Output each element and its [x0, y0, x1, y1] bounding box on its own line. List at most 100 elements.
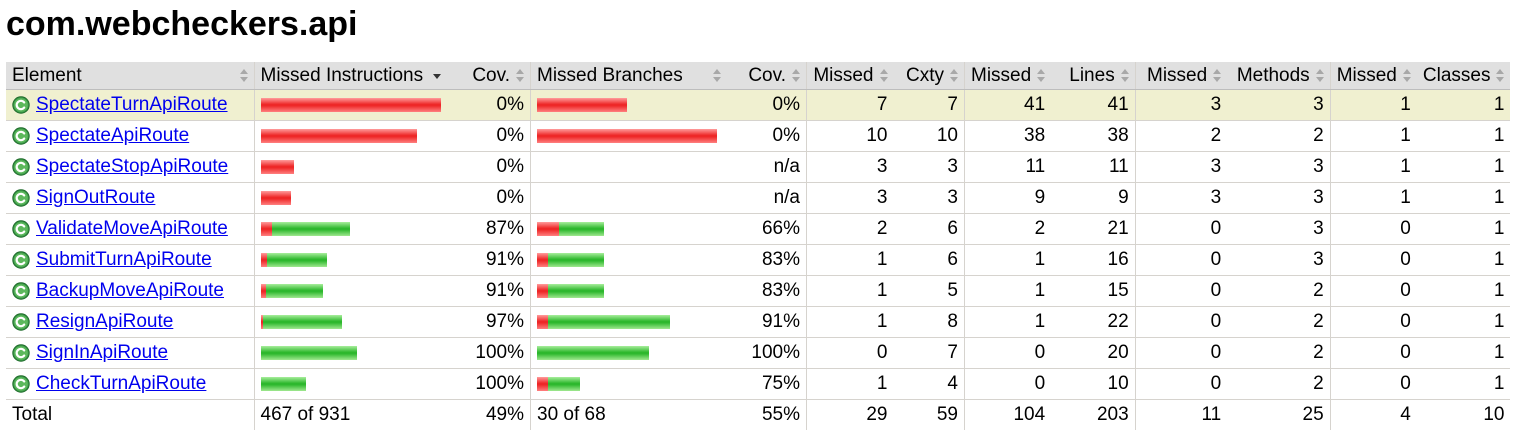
missed-branches-bar-cell: [530, 120, 727, 152]
sort-icon: [879, 69, 889, 83]
branches-coverage-bar: [537, 253, 721, 267]
header-missed-branches[interactable]: Missed Branches: [530, 62, 727, 90]
header-cxty-missed[interactable]: Missed: [806, 62, 894, 90]
class-icon: [12, 158, 30, 176]
sort-icon: [1496, 69, 1505, 83]
missed-instructions-bar-cell: [253, 368, 447, 400]
methods: 2: [1227, 306, 1331, 338]
header-methods-missed[interactable]: Missed: [1134, 62, 1228, 90]
header-missed-instructions[interactable]: Missed Instructions: [253, 62, 447, 90]
sort-descending-icon: [432, 69, 442, 83]
covered-bar-segment: [260, 346, 357, 360]
methods: 3: [1227, 151, 1331, 183]
missed-instructions-bar-cell: [253, 213, 447, 245]
covered-bar-segment: [271, 222, 350, 236]
total-classes-missed: 4: [1329, 399, 1417, 430]
covered-bar-segment: [266, 253, 327, 267]
element-cell: SignOutRoute: [6, 182, 254, 214]
instructions-coverage: 87%: [446, 213, 531, 245]
table-row: SpectateStopApiRoute 0% n/a 3 3 11 11 3 3 1 1: [6, 151, 1511, 183]
methods-missed: 0: [1134, 337, 1228, 369]
total-classes: 10: [1483, 404, 1505, 425]
missed-branches-bar-cell: [530, 306, 727, 338]
header-row: Element Missed Instructions Cov. Missed Bra…: [6, 62, 1511, 90]
element-link[interactable]: SubmitTurnApiRoute: [36, 249, 212, 270]
missed-branches-bar-cell: [530, 151, 727, 183]
instructions-coverage: 100%: [446, 337, 531, 369]
classes-missed: 1: [1329, 182, 1417, 214]
total-label: Total: [12, 404, 53, 425]
covered-bar-segment: [260, 377, 306, 391]
methods-missed: 3: [1134, 182, 1228, 214]
header-element[interactable]: Element: [6, 62, 254, 90]
instructions-coverage-bar: [260, 98, 441, 112]
instructions-coverage: 0%: [446, 151, 531, 183]
covered-bar-segment: [559, 222, 604, 236]
class-icon: [12, 251, 30, 269]
header-label: Lines: [1069, 64, 1115, 86]
lines-missed: 2: [964, 213, 1052, 245]
element-link[interactable]: BackupMoveApiRoute: [36, 280, 224, 301]
classes-missed: 1: [1329, 120, 1417, 152]
element-link[interactable]: SpectateTurnApiRoute: [36, 94, 228, 115]
element-name: SignOutRoute: [12, 187, 248, 209]
element-link[interactable]: SpectateStopApiRoute: [36, 156, 229, 177]
covered-bar-segment: [548, 253, 604, 267]
element-cell: SpectateApiRoute: [6, 120, 254, 152]
header-label: Missed Instructions: [260, 64, 424, 86]
instructions-coverage: 100%: [446, 368, 531, 400]
branches-coverage-bar: [537, 191, 721, 205]
methods-missed: 0: [1134, 368, 1228, 400]
branches-coverage-bar: [537, 346, 721, 360]
methods: 2: [1227, 337, 1331, 369]
element-link[interactable]: SignOutRoute: [36, 187, 156, 208]
methods-missed: 3: [1134, 89, 1228, 121]
header-lines-missed[interactable]: Missed: [964, 62, 1052, 90]
element-link[interactable]: ResignApiRoute: [36, 311, 174, 332]
cxty: 10: [893, 120, 965, 152]
missed-instructions-bar-cell: [253, 244, 447, 276]
missed-bar-segment: [537, 377, 548, 391]
methods-missed: 0: [1134, 275, 1228, 307]
sort-icon: [1120, 69, 1130, 83]
class-icon: [12, 220, 30, 238]
classes-missed: 0: [1329, 368, 1417, 400]
table-row: SubmitTurnApiRoute 91% 83% 1 6 1 16 0 3 0 1: [6, 244, 1511, 276]
instructions-coverage: 91%: [446, 275, 531, 307]
element-link[interactable]: SignInApiRoute: [36, 342, 169, 363]
element-link[interactable]: ValidateMoveApiRoute: [36, 218, 228, 239]
missed-bar-segment: [260, 160, 294, 174]
total-branches: 30 of 68: [530, 399, 727, 430]
header-cxty[interactable]: Cxty: [893, 62, 965, 90]
methods: 2: [1227, 120, 1331, 152]
instructions-coverage: 0%: [446, 120, 531, 152]
lines: 41: [1051, 89, 1136, 121]
header-lines[interactable]: Lines: [1051, 62, 1136, 90]
lines-missed: 0: [964, 368, 1052, 400]
missed-bar-segment: [260, 222, 272, 236]
classes: 1: [1416, 89, 1511, 121]
header-branches-coverage[interactable]: Cov.: [726, 62, 807, 90]
missed-bar-segment: [260, 191, 291, 205]
lines: 10: [1051, 368, 1136, 400]
header-classes-missed[interactable]: Missed: [1329, 62, 1417, 90]
header-methods[interactable]: Methods: [1227, 62, 1331, 90]
lines: 15: [1051, 275, 1136, 307]
lines-missed: 41: [964, 89, 1052, 121]
missed-bar-segment: [260, 284, 266, 298]
table-row: ValidateMoveApiRoute 87% 66% 2 6 2 21 0 3 0 1: [6, 213, 1511, 245]
header-classes[interactable]: Classes: [1416, 62, 1511, 90]
element-link[interactable]: SpectateApiRoute: [36, 125, 190, 146]
branches-coverage: 0%: [726, 120, 807, 152]
instructions-coverage: 0%: [446, 182, 531, 214]
branches-coverage: n/a: [726, 182, 807, 214]
missed-branches-bar-cell: [530, 213, 727, 245]
classes-missed: 0: [1329, 275, 1417, 307]
methods: 3: [1227, 89, 1331, 121]
table-row: CheckTurnApiRoute 100% 75% 1 4 0 10 0 2 0 1: [6, 368, 1511, 400]
branches-coverage-bar: [537, 284, 721, 298]
element-cell: SpectateTurnApiRoute: [6, 89, 254, 121]
header-instructions-coverage[interactable]: Cov.: [446, 62, 531, 90]
element-link[interactable]: CheckTurnApiRoute: [36, 373, 207, 394]
sort-icon: [239, 69, 249, 83]
